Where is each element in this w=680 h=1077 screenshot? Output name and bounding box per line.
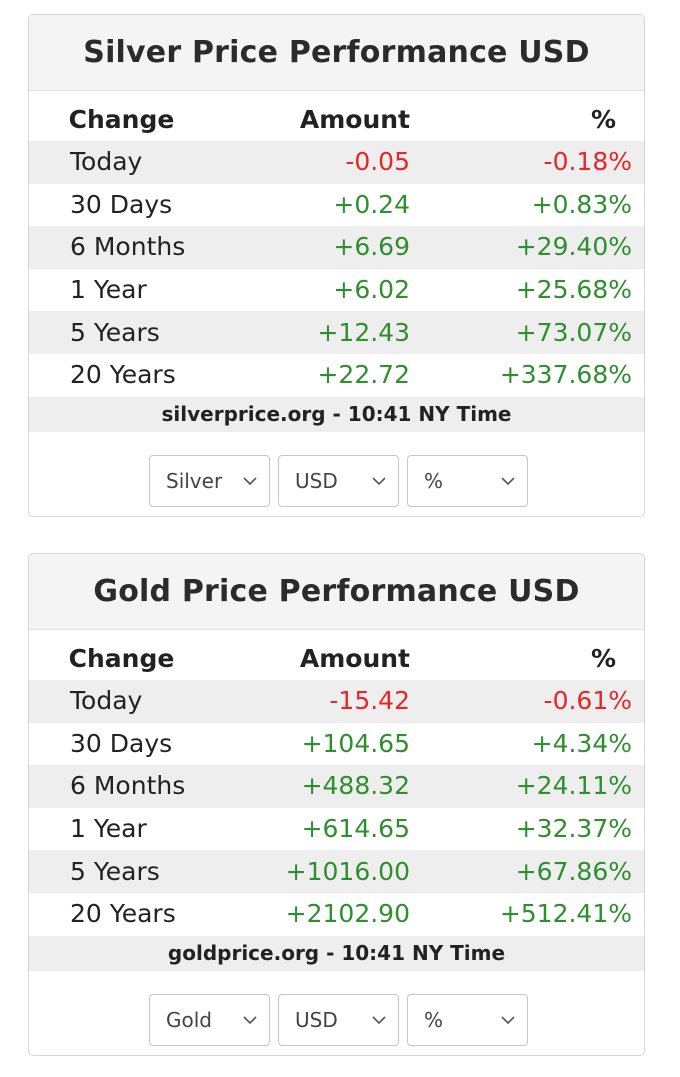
percent-value: +512.41%: [499, 899, 632, 929]
silver-performance-widget: Silver Price Performance USD Change Amou…: [28, 14, 645, 517]
gold-performance-table: Change Amount % Today -15.42 -0.61% 30 D…: [29, 630, 644, 936]
period-label: 20 Years: [70, 899, 176, 929]
gold-widget-title: Gold Price Performance USD: [29, 554, 644, 630]
chevron-down-icon: [243, 476, 257, 485]
selector-bar: Gold USD %: [29, 971, 644, 1051]
source-timestamp: goldprice.org - 10:41 NY Time: [29, 935, 644, 971]
table-row: Today -15.42 -0.61%: [29, 680, 644, 723]
gold-performance-widget: Gold Price Performance USD Change Amount…: [28, 553, 645, 1056]
table-row: 6 Months +488.32 +24.11%: [29, 765, 644, 808]
period-label: Today: [29, 141, 234, 184]
column-header-amount: Amount: [299, 643, 410, 673]
amount-value: -15.42: [234, 680, 424, 723]
chevron-down-icon: [501, 1015, 515, 1024]
silver-widget-title: Silver Price Performance USD: [29, 15, 644, 91]
chevron-down-icon: [372, 1015, 386, 1024]
currency-select[interactable]: USD: [278, 993, 399, 1046]
currency-select-value: USD: [295, 1007, 338, 1032]
table-row: 30 Days +0.24 +0.83%: [29, 184, 644, 227]
column-header-amount: Amount: [299, 104, 410, 134]
period-label: 1 Year: [70, 814, 147, 844]
currency-select-value: USD: [295, 468, 338, 493]
percent-value: +25.68%: [515, 275, 632, 305]
table-row: 5 Years +1016.00 +67.86%: [29, 850, 644, 893]
table-header-row: Change Amount %: [29, 91, 644, 141]
chevron-down-icon: [243, 1015, 257, 1024]
period-label: 6 Months: [29, 226, 234, 269]
metal-select[interactable]: Silver: [149, 454, 270, 507]
amount-value: +1016.00: [234, 850, 424, 893]
silver-performance-table: Change Amount % Today -0.05 -0.18% 30 Da…: [29, 91, 644, 397]
percent-value: +29.40%: [424, 226, 644, 269]
amount-value: +488.32: [234, 765, 424, 808]
amount-value: +2102.90: [285, 899, 410, 929]
amount-value: +104.65: [301, 728, 410, 758]
amount-value: +6.69: [234, 226, 424, 269]
table-row: 1 Year +6.02 +25.68%: [29, 269, 644, 312]
table-row: Today -0.05 -0.18%: [29, 141, 644, 184]
unit-select[interactable]: %: [407, 454, 528, 507]
percent-value: -0.18%: [424, 141, 644, 184]
source-timestamp: silverprice.org - 10:41 NY Time: [29, 396, 644, 432]
column-header-change: Change: [68, 643, 175, 673]
percent-value: +24.11%: [424, 765, 644, 808]
selector-bar: Silver USD %: [29, 432, 644, 512]
percent-value: +337.68%: [499, 360, 632, 390]
period-label: 5 Years: [29, 850, 234, 893]
amount-value: +6.02: [333, 275, 410, 305]
percent-value: +4.34%: [531, 728, 632, 758]
amount-value: +614.65: [301, 814, 410, 844]
percent-value: -0.61%: [424, 680, 644, 723]
unit-select[interactable]: %: [407, 993, 528, 1046]
table-row: 20 Years +2102.90 +512.41%: [29, 893, 644, 936]
table-row: 6 Months +6.69 +29.40%: [29, 226, 644, 269]
currency-select[interactable]: USD: [278, 454, 399, 507]
column-header-change: Change: [68, 104, 175, 134]
metal-select[interactable]: Gold: [149, 993, 270, 1046]
column-header-percent: %: [590, 104, 616, 134]
period-label: 5 Years: [29, 311, 234, 354]
column-header-percent: %: [590, 643, 616, 673]
table-row: 1 Year +614.65 +32.37%: [29, 808, 644, 851]
amount-value: +0.24: [333, 189, 410, 219]
table-row: 20 Years +22.72 +337.68%: [29, 354, 644, 397]
table-header-row: Change Amount %: [29, 630, 644, 680]
amount-value: -0.05: [234, 141, 424, 184]
unit-select-value: %: [424, 468, 444, 493]
period-label: 6 Months: [29, 765, 234, 808]
period-label: 20 Years: [70, 360, 176, 390]
period-label: 30 Days: [70, 728, 173, 758]
unit-select-value: %: [424, 1007, 444, 1032]
percent-value: +73.07%: [424, 311, 644, 354]
period-label: 30 Days: [70, 189, 173, 219]
chevron-down-icon: [501, 476, 515, 485]
table-row: 30 Days +104.65 +4.34%: [29, 723, 644, 766]
metal-select-value: Silver: [166, 468, 223, 493]
period-label: Today: [29, 680, 234, 723]
percent-value: +32.37%: [515, 814, 632, 844]
percent-value: +67.86%: [424, 850, 644, 893]
chevron-down-icon: [372, 476, 386, 485]
amount-value: +22.72: [317, 360, 410, 390]
metal-select-value: Gold: [166, 1007, 212, 1032]
table-row: 5 Years +12.43 +73.07%: [29, 311, 644, 354]
amount-value: +12.43: [234, 311, 424, 354]
percent-value: +0.83%: [531, 189, 632, 219]
period-label: 1 Year: [70, 275, 147, 305]
